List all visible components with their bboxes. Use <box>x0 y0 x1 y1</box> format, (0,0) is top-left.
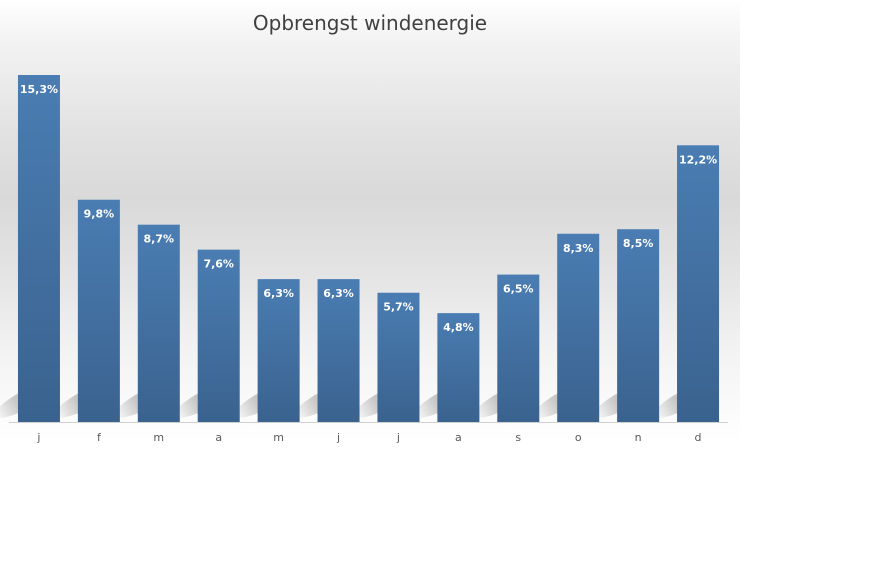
x-tick-label-9: o <box>575 431 582 444</box>
x-tick-label-6: j <box>396 431 400 444</box>
bars <box>17 75 720 422</box>
x-tick-label-4: m <box>273 431 284 444</box>
bar-4 <box>257 279 300 422</box>
x-tick-label-5: j <box>336 431 340 444</box>
data-label-1: 9,8% <box>84 208 115 221</box>
chart-area: Opbrengst windenergie 15,3% 9,8% 8,7% 7,6% 6… <box>0 0 740 444</box>
x-tick-label-10: n <box>635 431 642 444</box>
chart-title: Opbrengst windenergie <box>252 11 488 35</box>
data-label-5: 6,3% <box>323 287 354 300</box>
bar-5 <box>317 279 360 422</box>
data-label-2: 8,7% <box>144 233 175 246</box>
bar-9 <box>557 233 600 422</box>
bar-2 <box>137 224 180 422</box>
x-tick-label-8: s <box>515 431 521 444</box>
data-label-6: 5,7% <box>383 301 414 314</box>
data-label-4: 6,3% <box>263 287 294 300</box>
x-tick-label-0: j <box>36 431 40 444</box>
data-label-8: 6,5% <box>503 283 534 296</box>
data-label-9: 8,3% <box>563 242 594 255</box>
data-labels: 15,3% 9,8% 8,7% 7,6% 6,3% 6,3% 5,7% 4,8% 6,5% 8,3… <box>20 83 717 334</box>
bar-0 <box>17 75 60 422</box>
bar-1 <box>77 199 120 422</box>
bar-10 <box>617 229 660 422</box>
x-tick-label-2: m <box>153 431 164 444</box>
bar-8 <box>497 274 540 422</box>
x-tick-label-3: a <box>215 431 222 444</box>
bar-11 <box>677 145 720 422</box>
x-tick-label-11: d <box>695 431 702 444</box>
bar-7 <box>437 313 480 422</box>
x-tick-label-1: f <box>97 431 102 444</box>
bar-6 <box>377 292 420 422</box>
data-label-7: 4,8% <box>443 321 474 334</box>
data-label-10: 8,5% <box>623 237 654 250</box>
data-label-3: 7,6% <box>203 258 234 271</box>
data-label-0: 15,3% <box>20 83 58 96</box>
x-tick-label-7: a <box>455 431 462 444</box>
bar-3 <box>197 249 240 422</box>
data-label-11: 12,2% <box>679 153 717 166</box>
bar-chart: 15,3% 9,8% 8,7% 7,6% 6,3% 6,3% 5,7% 4,8% 6,5% 8,3… <box>0 75 728 444</box>
